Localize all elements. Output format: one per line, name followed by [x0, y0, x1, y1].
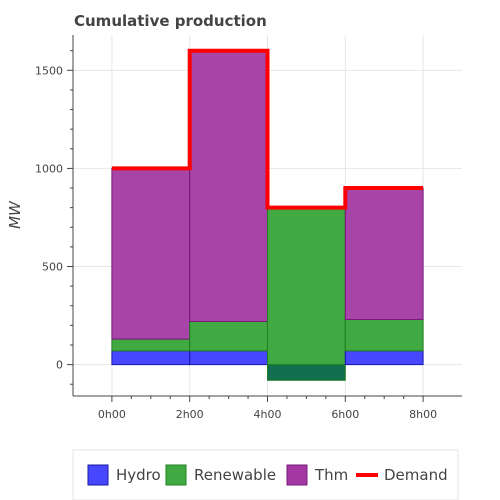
x-tick-label-3: 6h00 [331, 408, 359, 421]
legend-swatch-renewable [166, 465, 186, 485]
legend-label-demand: Demand [384, 466, 448, 484]
bar-hydro-interval-1 [112, 351, 190, 365]
x-tick-label-0: 0h00 [98, 408, 126, 421]
y-axis-label: MW [6, 200, 24, 229]
y-tick-label-3: 1500 [35, 64, 63, 77]
bar-hydro-interval-2 [190, 351, 268, 365]
chart-title: Cumulative production [74, 12, 267, 30]
x-tick-label-2: 4h00 [254, 408, 282, 421]
bar-thm-interval-1 [112, 168, 190, 339]
bar-overlap-interval-3 [268, 365, 346, 381]
x-tick-label-4: 8h00 [409, 408, 437, 421]
legend-swatch-thm [287, 465, 307, 485]
bar-renewable-interval-3 [268, 208, 346, 365]
bar-renewable-interval-2 [190, 321, 268, 350]
y-tick-label-1: 500 [42, 261, 63, 274]
bar-thm-interval-2 [190, 51, 268, 322]
bar-renewable-interval-1 [112, 339, 190, 351]
x-tick-label-1: 2h00 [176, 408, 204, 421]
legend-swatch-hydro [88, 465, 108, 485]
bar-hydro-interval-4 [345, 351, 423, 365]
bar-thm-interval-4 [345, 188, 423, 319]
y-tick-label-2: 1000 [35, 162, 63, 175]
legend-label-thm: Thm [314, 466, 348, 484]
y-tick-label-0: 0 [56, 359, 63, 372]
legend: Hydro Renewable Thm Demand [73, 450, 458, 500]
legend-label-hydro: Hydro [116, 466, 161, 484]
bar-renewable-interval-4 [345, 319, 423, 350]
legend-label-renewable: Renewable [194, 466, 276, 484]
